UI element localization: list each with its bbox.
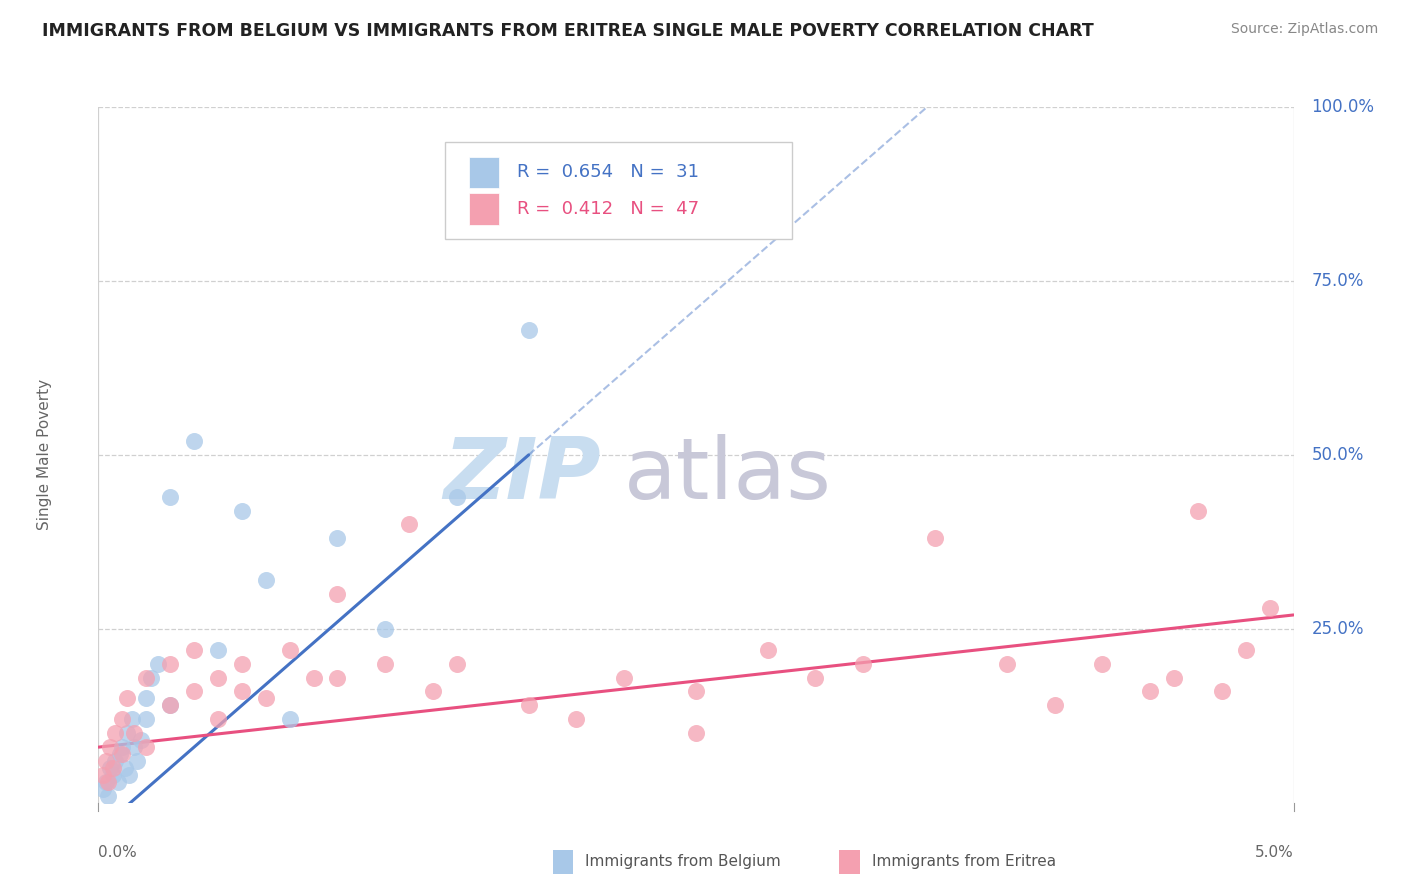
Point [111, 740, 134, 755]
Point [254, 573, 277, 587]
Point [231, 684, 253, 698]
FancyBboxPatch shape [444, 142, 792, 239]
Point [756, 642, 779, 657]
Point [326, 532, 349, 546]
Point [115, 726, 138, 740]
Point [207, 642, 229, 657]
Point [97, 789, 120, 803]
Point [135, 671, 157, 685]
Point [104, 754, 127, 768]
Point [115, 691, 138, 706]
Point [446, 657, 468, 671]
Point [924, 532, 946, 546]
Point [108, 747, 131, 761]
Point [98, 761, 122, 775]
Point [111, 747, 134, 761]
Point [804, 671, 827, 685]
Point [121, 712, 143, 726]
Point [278, 712, 301, 726]
Point [995, 657, 1018, 671]
Point [1043, 698, 1066, 713]
Point [302, 671, 325, 685]
Point [111, 712, 134, 726]
Point [326, 587, 349, 601]
Point [1234, 642, 1257, 657]
Point [1258, 601, 1281, 615]
Point [159, 698, 181, 713]
Text: 25.0%: 25.0% [1312, 620, 1364, 638]
Text: 50.0%: 50.0% [1312, 446, 1364, 464]
Point [159, 698, 181, 713]
Point [139, 671, 162, 685]
Text: 75.0%: 75.0% [1312, 272, 1364, 290]
Point [159, 657, 181, 671]
Point [159, 490, 181, 504]
Point [685, 684, 707, 698]
Text: 0.0%: 0.0% [98, 845, 138, 860]
Point [135, 712, 157, 726]
Point [446, 490, 468, 504]
Point [231, 503, 253, 517]
Point [254, 691, 277, 706]
Text: IMMIGRANTS FROM BELGIUM VS IMMIGRANTS FROM ERITREA SINGLE MALE POVERTY CORRELATI: IMMIGRANTS FROM BELGIUM VS IMMIGRANTS FR… [42, 22, 1094, 40]
Text: R =  0.654   N =  31: R = 0.654 N = 31 [517, 163, 699, 181]
Point [517, 698, 540, 713]
Point [207, 712, 229, 726]
FancyBboxPatch shape [470, 156, 499, 188]
FancyBboxPatch shape [839, 850, 860, 874]
Point [135, 691, 157, 706]
Point [278, 642, 301, 657]
Point [374, 657, 396, 671]
Point [91, 781, 114, 796]
Text: R =  0.412   N =  47: R = 0.412 N = 47 [517, 200, 699, 218]
Text: Immigrants from Eritrea: Immigrants from Eritrea [872, 855, 1056, 870]
Text: Single Male Poverty: Single Male Poverty [37, 379, 52, 531]
Point [1187, 503, 1209, 517]
Point [517, 323, 540, 337]
Point [98, 740, 122, 755]
Point [97, 775, 120, 789]
Point [125, 754, 148, 768]
Point [1139, 684, 1161, 698]
Point [398, 517, 420, 532]
Point [183, 642, 205, 657]
Text: Immigrants from Belgium: Immigrants from Belgium [585, 855, 782, 870]
Text: ZIP: ZIP [443, 434, 600, 517]
Point [1211, 684, 1233, 698]
Point [374, 622, 396, 636]
FancyBboxPatch shape [470, 194, 499, 225]
FancyBboxPatch shape [553, 850, 574, 874]
Point [124, 740, 146, 755]
Point [1163, 671, 1185, 685]
Point [613, 671, 636, 685]
Point [107, 775, 129, 789]
Point [685, 726, 707, 740]
Point [94, 775, 117, 789]
Point [183, 684, 205, 698]
Point [114, 761, 136, 775]
Point [326, 671, 349, 685]
Text: atlas: atlas [624, 434, 832, 517]
Point [94, 754, 117, 768]
Point [135, 740, 157, 755]
Point [207, 671, 229, 685]
Point [231, 657, 253, 671]
Text: 5.0%: 5.0% [1254, 845, 1294, 860]
Text: Source: ZipAtlas.com: Source: ZipAtlas.com [1230, 22, 1378, 37]
Point [565, 712, 588, 726]
Point [183, 434, 205, 448]
Point [1091, 657, 1114, 671]
Point [104, 726, 127, 740]
Point [91, 768, 114, 782]
Point [422, 684, 444, 698]
Point [101, 768, 124, 782]
Point [124, 726, 146, 740]
Point [852, 657, 875, 671]
Point [118, 768, 141, 782]
Point [131, 733, 153, 747]
Point [148, 657, 170, 671]
Text: 100.0%: 100.0% [1312, 98, 1375, 116]
Point [101, 761, 124, 775]
